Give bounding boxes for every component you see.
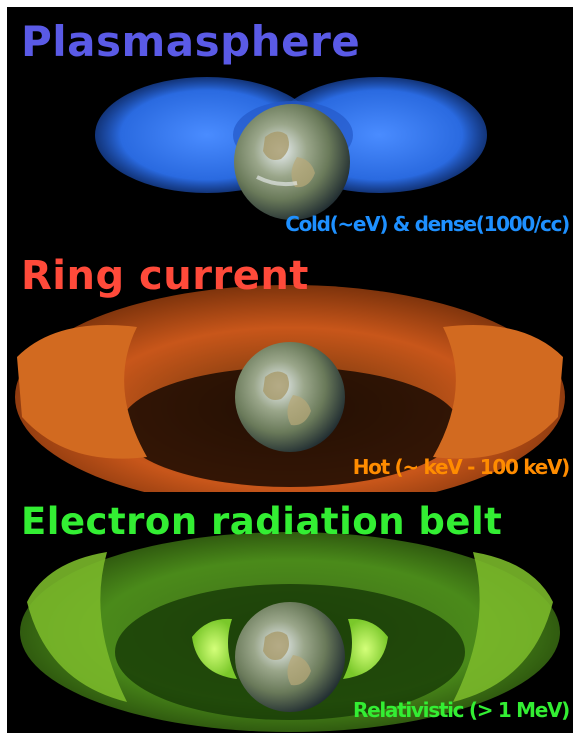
inner-belt-left [192,618,237,679]
ring-current-title: Ring current [21,253,309,299]
radiation-belt-illustration [20,532,560,732]
earth-globe [234,104,350,220]
diagram-frame: Plasmasphere Cold(~eV) & dense(1000/cc) [7,7,573,733]
plasmasphere-title: Plasmasphere [21,17,361,66]
ring-current-right-lobe [433,325,563,459]
radiation-belt-caption: Relativistic (> 1 MeV) [353,698,570,722]
ring-current-left-lobe [17,325,147,459]
radiation-belt-panel: Electron radiation belt Relativistic (> … [7,492,573,733]
inner-belt-right [343,618,388,679]
plasmasphere-panel: Plasmasphere Cold(~eV) & dense(1000/cc) [7,7,573,247]
ring-current-illustration [15,285,565,492]
earth-globe [235,342,345,452]
radiation-belt-title: Electron radiation belt [21,500,503,543]
plasmasphere-caption: Cold(~eV) & dense(1000/cc) [285,212,570,236]
plasmasphere-illustration [95,77,487,220]
ring-current-panel: Ring current Hot (~ keV - 100 keV) [7,247,573,492]
earth-globe [235,602,345,712]
ring-current-caption: Hot (~ keV - 100 keV) [352,455,571,479]
